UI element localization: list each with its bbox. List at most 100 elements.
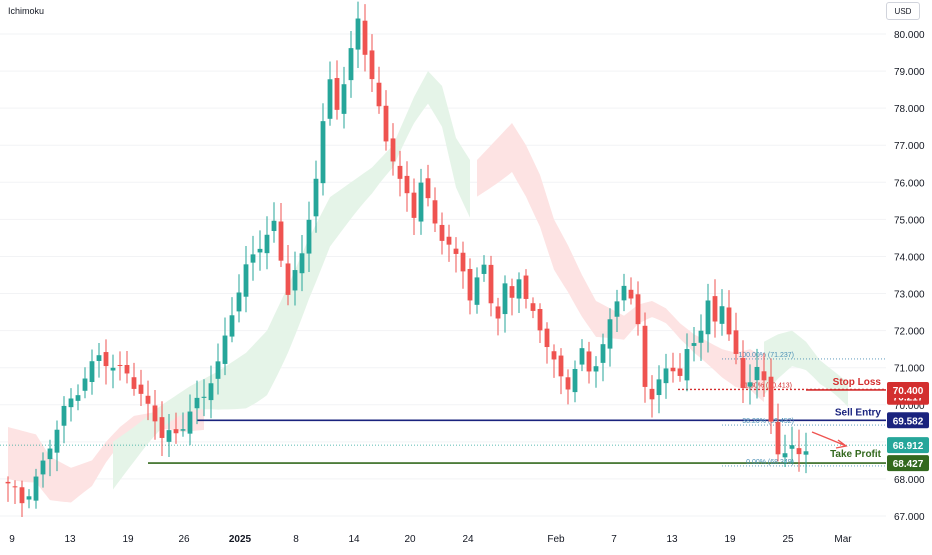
x-tick-label[interactable]: 25 [782, 534, 794, 545]
candle-body [544, 328, 550, 348]
candle-body [299, 253, 305, 274]
candle [26, 489, 32, 509]
candle [502, 275, 508, 333]
candle [173, 412, 179, 444]
candle [712, 279, 718, 338]
y-tick-label[interactable]: 70.000 [894, 401, 925, 412]
x-tick-label[interactable]: 19 [122, 534, 134, 545]
y-tick-label[interactable]: 79.000 [894, 67, 925, 78]
candle [82, 367, 88, 399]
candle [481, 255, 487, 282]
candle-body [131, 377, 137, 389]
candle-body [782, 453, 788, 458]
candle [222, 317, 228, 376]
candle [656, 365, 662, 414]
x-tick-label[interactable]: 13 [64, 534, 76, 545]
y-tick-label[interactable]: 77.000 [894, 141, 925, 152]
y-tick-label[interactable]: 73.000 [894, 290, 925, 301]
candle [243, 245, 249, 313]
stop-loss-price-tag: 70.400 [893, 386, 924, 397]
candle-body [138, 384, 144, 394]
x-tick-label[interactable]: 24 [462, 534, 474, 545]
y-tick-label[interactable]: 74.000 [894, 252, 925, 263]
candle-body [488, 264, 494, 304]
candle [607, 308, 613, 367]
candle-body [271, 220, 277, 232]
candle-body [516, 279, 522, 299]
y-tick-label[interactable]: 68.000 [894, 475, 925, 486]
cloud-bullish [764, 330, 848, 407]
candle-body [236, 292, 242, 312]
y-tick-label[interactable]: 80.000 [894, 30, 925, 41]
y-tick-label[interactable]: 75.000 [894, 215, 925, 226]
candle [180, 412, 186, 437]
candle-body [313, 178, 319, 217]
x-tick-label[interactable]: 14 [348, 534, 360, 545]
candle [579, 339, 585, 372]
candle-body [446, 236, 452, 245]
candle [663, 353, 669, 399]
candle-body [733, 330, 739, 354]
candle-body [607, 319, 613, 349]
candle [530, 297, 536, 319]
y-tick-label[interactable]: 71.000 [894, 364, 925, 375]
candle-body [47, 448, 53, 460]
candle-body [341, 84, 347, 114]
time-axis[interactable]: 9 13 19 26 2025 8 14 20 24 Feb 7 13 19 25 Mar [9, 534, 852, 545]
candle [96, 342, 102, 378]
y-tick-label[interactable]: 72.000 [894, 327, 925, 338]
x-tick-label[interactable]: 2025 [229, 534, 252, 545]
candle-body [495, 306, 501, 319]
candle-body [796, 448, 802, 455]
cloud-bearish [477, 122, 764, 403]
candle [698, 314, 704, 361]
candle [537, 303, 543, 343]
candle [117, 351, 123, 381]
candle [187, 394, 193, 446]
x-tick-label[interactable]: Mar [834, 534, 852, 545]
hidden-price-tag: 70.217 [893, 393, 924, 404]
candle-body [593, 366, 599, 372]
candle-body [103, 352, 109, 367]
candle [621, 273, 627, 312]
price-axis[interactable]: 67.00068.00069.00070.00071.00072.00073.0… [894, 30, 925, 523]
candle [292, 251, 298, 306]
candle [425, 164, 431, 207]
indicator-name[interactable]: Ichimoku [8, 6, 45, 16]
x-tick-label[interactable]: 13 [666, 534, 678, 545]
fib-label: 61.80% (70.413) [740, 382, 792, 389]
x-tick-label[interactable]: 19 [724, 534, 736, 545]
y-tick-label[interactable]: 78.000 [894, 104, 925, 115]
candle-body [579, 348, 585, 365]
x-tick-label[interactable]: 26 [178, 534, 190, 545]
x-tick-label[interactable]: 7 [611, 534, 617, 545]
candle [460, 241, 466, 289]
fib-label: 38.20% (69.452) [742, 418, 794, 425]
y-tick-label[interactable]: 76.000 [894, 178, 925, 189]
candle-body [187, 411, 193, 434]
candle [390, 123, 396, 176]
x-tick-label[interactable]: 9 [9, 534, 15, 545]
current-price-tag-bg [887, 437, 929, 454]
candle-body [152, 405, 158, 422]
y-tick-label[interactable]: 67.000 [894, 512, 925, 523]
candle-body [467, 268, 473, 301]
x-tick-label[interactable]: 8 [293, 534, 299, 545]
candle [474, 267, 480, 314]
candle-body [229, 315, 235, 337]
candle [271, 202, 277, 243]
candle [572, 360, 578, 403]
x-tick-label[interactable]: Feb [547, 534, 565, 545]
candle-body [621, 285, 627, 301]
currency-button[interactable]: USD [886, 2, 920, 20]
candle [33, 468, 39, 509]
candle-body [369, 50, 375, 80]
candle [551, 344, 557, 378]
candle-body [250, 254, 256, 263]
candle [166, 413, 172, 458]
candle [593, 356, 599, 388]
x-tick-label[interactable]: 20 [404, 534, 416, 545]
candle [691, 327, 697, 362]
candle-body [306, 219, 312, 254]
